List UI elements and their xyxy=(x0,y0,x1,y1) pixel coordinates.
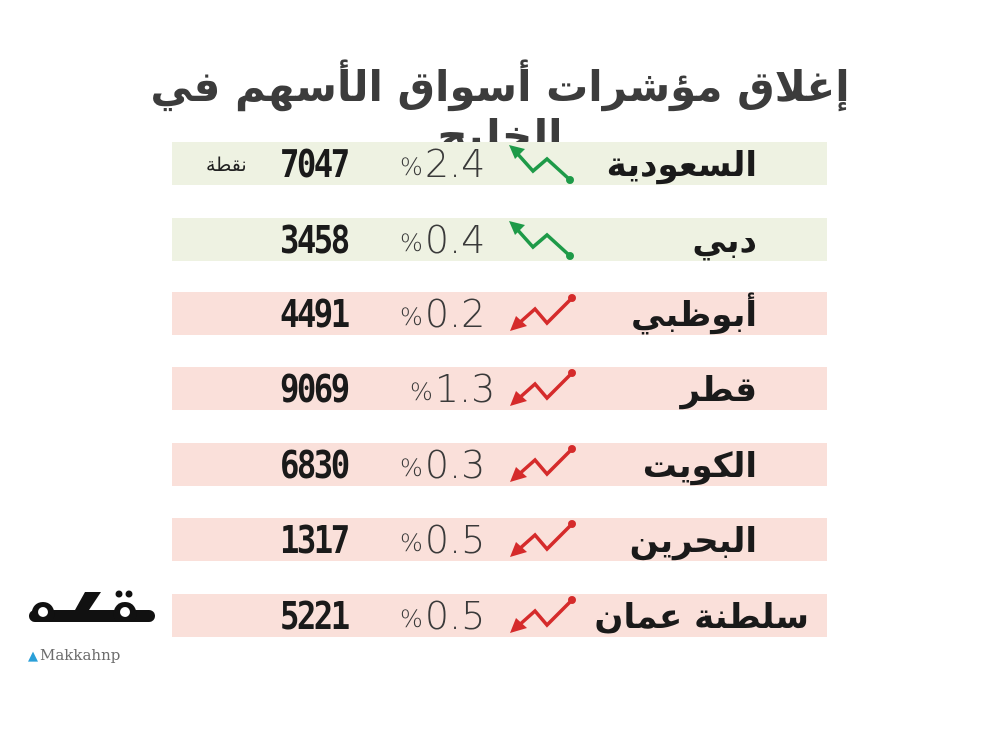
makkah-logo-mark xyxy=(29,590,155,622)
market-row-oman: سلطنة عمان %0.5 5221 xyxy=(172,594,827,638)
market-row-qatar: قطر %1.3 9069 xyxy=(172,367,827,411)
trend-down-arrow-icon xyxy=(510,596,576,633)
market-name: سلطنة عمان xyxy=(594,597,809,637)
trend-up-arrow-icon xyxy=(509,145,574,184)
unit-label: نقطة xyxy=(206,154,247,176)
bird-icon: ▲ xyxy=(28,649,38,664)
market-row-kuwait: الكويت %0.3 6830 xyxy=(172,443,827,487)
index-value: 1317 xyxy=(280,518,350,562)
change-percent: %0.2 xyxy=(400,292,486,336)
change-percent: %1.3 xyxy=(410,367,496,411)
trend-down-arrow-icon xyxy=(510,294,576,331)
market-row-saudi: السعودية %2.4 7047 نقطة xyxy=(172,142,827,186)
trend-down-arrow-icon xyxy=(510,520,576,557)
market-name: الكويت xyxy=(642,446,757,486)
makkah-logo xyxy=(27,588,157,668)
change-percent: %0.3 xyxy=(400,443,486,487)
index-value: 4491 xyxy=(280,292,350,336)
change-percent: %2.4 xyxy=(400,142,486,186)
twitter-handle: ▲ Makkahnp xyxy=(28,646,121,664)
market-name: البحرين xyxy=(629,521,757,561)
index-value: 7047 xyxy=(280,142,350,186)
page-title: إغلاق مؤشرات أسواق الأسهم في الخليج xyxy=(150,62,850,160)
market-row-abudhabi: أبوظبي %0.2 4491 xyxy=(172,292,827,336)
index-value: 5221 xyxy=(280,594,350,638)
index-value: 9069 xyxy=(280,367,350,411)
market-name: السعودية xyxy=(606,145,757,185)
market-name: قطر xyxy=(680,370,757,410)
change-percent: %0.5 xyxy=(400,518,486,562)
trend-down-arrow-icon xyxy=(510,369,576,406)
change-percent: %0.5 xyxy=(400,594,486,638)
index-value: 3458 xyxy=(280,218,350,262)
trend-down-arrow-icon xyxy=(510,445,576,482)
market-name: دبي xyxy=(692,221,757,261)
change-percent: %0.4 xyxy=(400,218,486,262)
index-value: 6830 xyxy=(280,443,350,487)
trend-up-arrow-icon xyxy=(509,221,574,260)
market-name: أبوظبي xyxy=(630,295,757,335)
market-row-dubai: دبي %0.4 3458 xyxy=(172,218,827,262)
market-row-bahrain: البحرين %0.5 1317 xyxy=(172,518,827,562)
